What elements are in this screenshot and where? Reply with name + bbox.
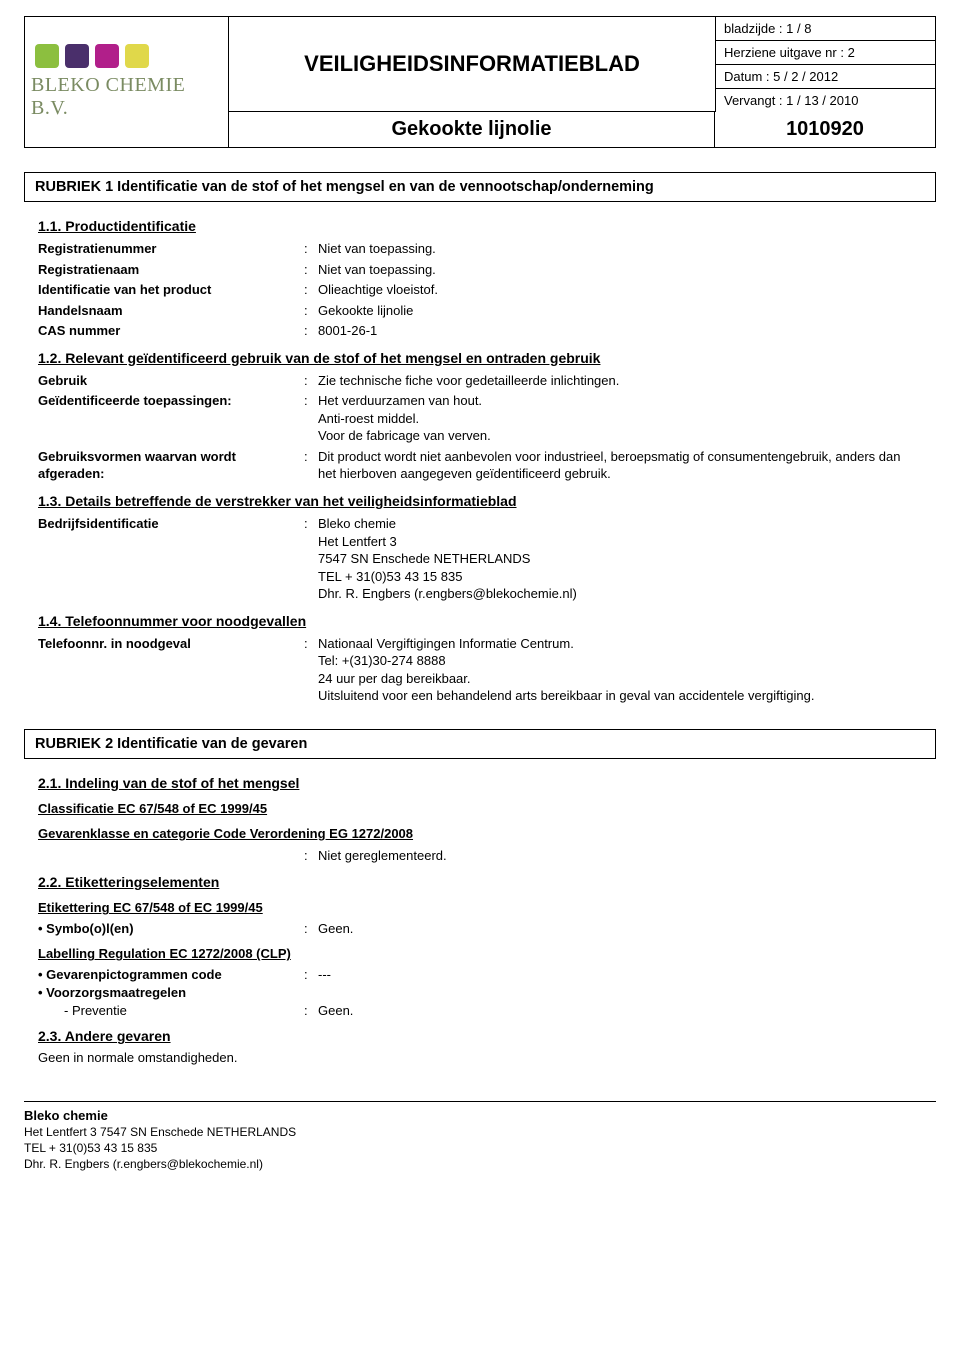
value-gebruik: Zie technische fiche voor gedetailleerde… — [318, 372, 922, 390]
etikettering-heading: Etikettering EC 67/548 of EC 1999/45 — [38, 900, 922, 915]
logo-sq-1 — [35, 44, 59, 68]
label-toepassingen: Geïdentificeerde toepassingen: — [38, 392, 304, 445]
rubriek1-content: 1.1. Productidentificatie Registratienum… — [24, 202, 936, 705]
value-gereglementeerd: Niet gereglementeerd. — [318, 847, 922, 865]
document-header: BLEKO CHEMIE B.V. VEILIGHEIDSINFORMATIEB… — [24, 16, 936, 148]
section-1-4-title: 1.4. Telefoonnummer voor noodgevallen — [38, 613, 922, 629]
section-1-1-title: 1.1. Productidentificatie — [38, 218, 922, 234]
value-registratienaam: Niet van toepassing. — [318, 261, 922, 279]
label-identificatie: Identificatie van het product — [38, 281, 304, 299]
label-registratienummer: Registratienummer — [38, 240, 304, 258]
meta-replaces: Vervangt : 1 / 13 / 2010 — [716, 89, 935, 112]
section-2-1-title: 2.1. Indeling van de stof of het mengsel — [38, 775, 922, 791]
value-telefoon: Nationaal Vergiftigingen Informatie Cent… — [318, 635, 922, 705]
label-registratienaam: Registratienaam — [38, 261, 304, 279]
rubriek2-heading: RUBRIEK 2 Identificatie van de gevaren — [24, 729, 936, 759]
section-1-3-title: 1.3. Details betreffende de verstrekker … — [38, 493, 922, 509]
section-2-3-title: 2.3. Andere gevaren — [38, 1028, 922, 1044]
label-telefoon: Telefoonnr. in noodgeval — [38, 635, 304, 705]
rubriek2-content: 2.1. Indeling van de stof of het mengsel… — [24, 759, 936, 1066]
meta-date: Datum : 5 / 2 / 2012 — [716, 65, 935, 89]
label-preventie: - Preventie — [38, 1003, 304, 1018]
labelling-heading: Labelling Regulation EC 1272/2008 (CLP) — [38, 946, 922, 961]
label-afgeraden: Gebruiksvormen waarvan wordt afgeraden: — [38, 448, 304, 483]
doc-code: 1010920 — [715, 112, 935, 147]
logo-sq-3 — [95, 44, 119, 68]
label-cas: CAS nummer — [38, 322, 304, 340]
logo-cell: BLEKO CHEMIE B.V. — [25, 17, 229, 147]
label-gebruik: Gebruik — [38, 372, 304, 390]
meta-revision: Herziene uitgave nr : 2 — [716, 41, 935, 65]
logo-text: BLEKO CHEMIE B.V. — [31, 74, 222, 120]
doc-subtitle: Gekookte lijnolie — [229, 112, 715, 147]
footer-company: Bleko chemie — [24, 1108, 936, 1125]
value-bedrijf: Bleko chemie Het Lentfert 3 7547 SN Ensc… — [318, 515, 922, 603]
value-registratienummer: Niet van toepassing. — [318, 240, 922, 258]
label-voorzorg: • Voorzorgsmaatregelen — [38, 985, 304, 1000]
logo-sq-4 — [125, 44, 149, 68]
logo-squares — [35, 44, 222, 68]
footer-address: Het Lentfert 3 7547 SN Enschede NETHERLA… — [24, 1125, 936, 1141]
value-toepassingen: Het verduurzamen van hout. Anti-roest mi… — [318, 392, 922, 445]
gevarenklasse-heading: Gevarenklasse en categorie Code Verorden… — [38, 826, 922, 841]
section-2-2-title: 2.2. Etiketteringselementen — [38, 874, 922, 890]
value-cas: 8001-26-1 — [318, 322, 922, 340]
logo-sq-2 — [65, 44, 89, 68]
meta-page: bladzijde : 1 / 8 — [716, 17, 935, 41]
classificatie-heading: Classificatie EC 67/548 of EC 1999/45 — [38, 801, 922, 816]
rubriek1-heading: RUBRIEK 1 Identificatie van de stof of h… — [24, 172, 936, 202]
label-handelsnaam: Handelsnaam — [38, 302, 304, 320]
value-identificatie: Olieachtige vloeistof. — [318, 281, 922, 299]
label-bedrijf: Bedrijfsidentificatie — [38, 515, 304, 603]
label-symbolen: • Symbo(o)l(en) — [38, 921, 304, 936]
value-preventie: Geen. — [318, 1003, 922, 1018]
section-1-2-title: 1.2. Relevant geïdentificeerd gebruik va… — [38, 350, 922, 366]
header-meta: bladzijde : 1 / 8 Herziene uitgave nr : … — [715, 17, 935, 112]
footer-tel: TEL + 31(0)53 43 15 835 — [24, 1141, 936, 1157]
value-symbolen: Geen. — [318, 921, 922, 936]
label-pictogrammen: • Gevarenpictogrammen code — [38, 967, 304, 982]
value-pictogrammen: --- — [318, 967, 922, 982]
value-handelsnaam: Gekookte lijnolie — [318, 302, 922, 320]
value-afgeraden: Dit product wordt niet aanbevolen voor i… — [318, 448, 922, 483]
doc-title: VEILIGHEIDSINFORMATIEBLAD — [229, 17, 715, 112]
page-footer: Bleko chemie Het Lentfert 3 7547 SN Ensc… — [24, 1101, 936, 1172]
andere-gevaren-text: Geen in normale omstandigheden. — [38, 1050, 922, 1065]
footer-contact: Dhr. R. Engbers (r.engbers@blekochemie.n… — [24, 1157, 936, 1173]
